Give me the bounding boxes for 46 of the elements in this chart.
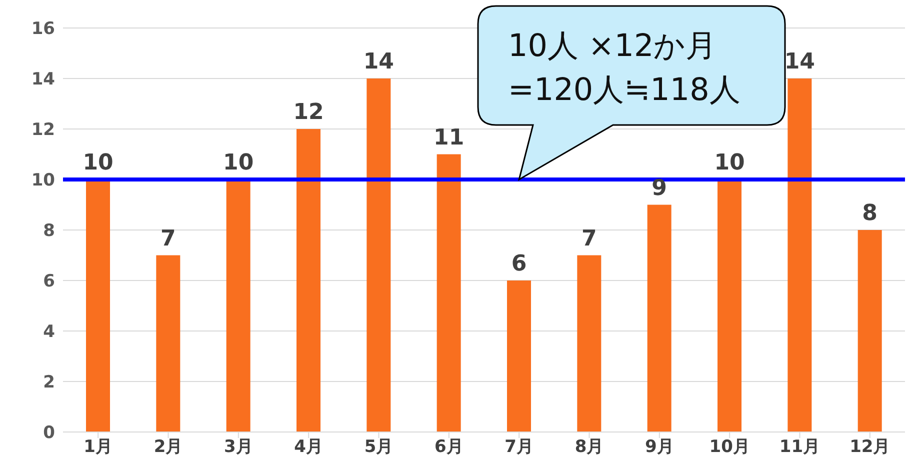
x-tick-label: 2月: [154, 437, 183, 458]
x-tick-label: 10月: [709, 437, 750, 458]
bar: [366, 78, 391, 432]
y-tick-label: 4: [43, 322, 56, 342]
x-tick-label: 4月: [294, 437, 324, 458]
y-tick-label: 2: [43, 372, 55, 393]
bar: [647, 204, 672, 432]
data-label: 7: [582, 226, 597, 252]
data-label: 14: [784, 50, 815, 74]
x-tick-label: 8月: [574, 437, 604, 458]
bar: [507, 280, 531, 432]
x-tick-label: 7月: [504, 437, 534, 458]
bar: [296, 129, 320, 432]
data-label: 11: [434, 125, 464, 150]
bar: [226, 180, 250, 432]
y-tick-label: 6: [43, 272, 55, 292]
bar: [577, 255, 602, 432]
y-tick-label: 0: [43, 423, 56, 444]
data-label: 9: [652, 176, 667, 201]
x-tick-label: 5月: [364, 437, 394, 458]
bar: [718, 180, 742, 432]
data-label: 7: [160, 226, 176, 252]
y-tick-label: 10: [31, 170, 56, 191]
y-tick-label: 12: [31, 120, 55, 140]
x-tick-label: 3月: [224, 437, 253, 458]
data-label: 10: [714, 150, 745, 176]
bar: [86, 180, 110, 432]
data-label: 14: [363, 50, 394, 74]
bar: [858, 230, 882, 432]
x-tick-label: 1月: [84, 437, 113, 458]
x-tick-label: 9月: [644, 437, 674, 458]
x-tick-label: 11月: [779, 437, 820, 458]
y-tick-label: 16: [31, 19, 55, 40]
annotation: 10人 ×12か月 =120人≒118人: [508, 28, 740, 108]
data-label: 8: [862, 201, 878, 226]
data-label: 6: [511, 252, 527, 276]
data-label: 10: [82, 150, 114, 176]
x-tick-label: 6月: [434, 437, 464, 458]
y-tick-label: 14: [31, 70, 56, 90]
bar: [156, 255, 180, 432]
data-label: 12: [293, 100, 324, 125]
y-tick-label: 8: [43, 221, 55, 242]
x-tick-label: 12月: [850, 437, 890, 458]
data-label: 10: [223, 150, 254, 176]
bar: [436, 154, 461, 432]
bar: [788, 78, 812, 432]
